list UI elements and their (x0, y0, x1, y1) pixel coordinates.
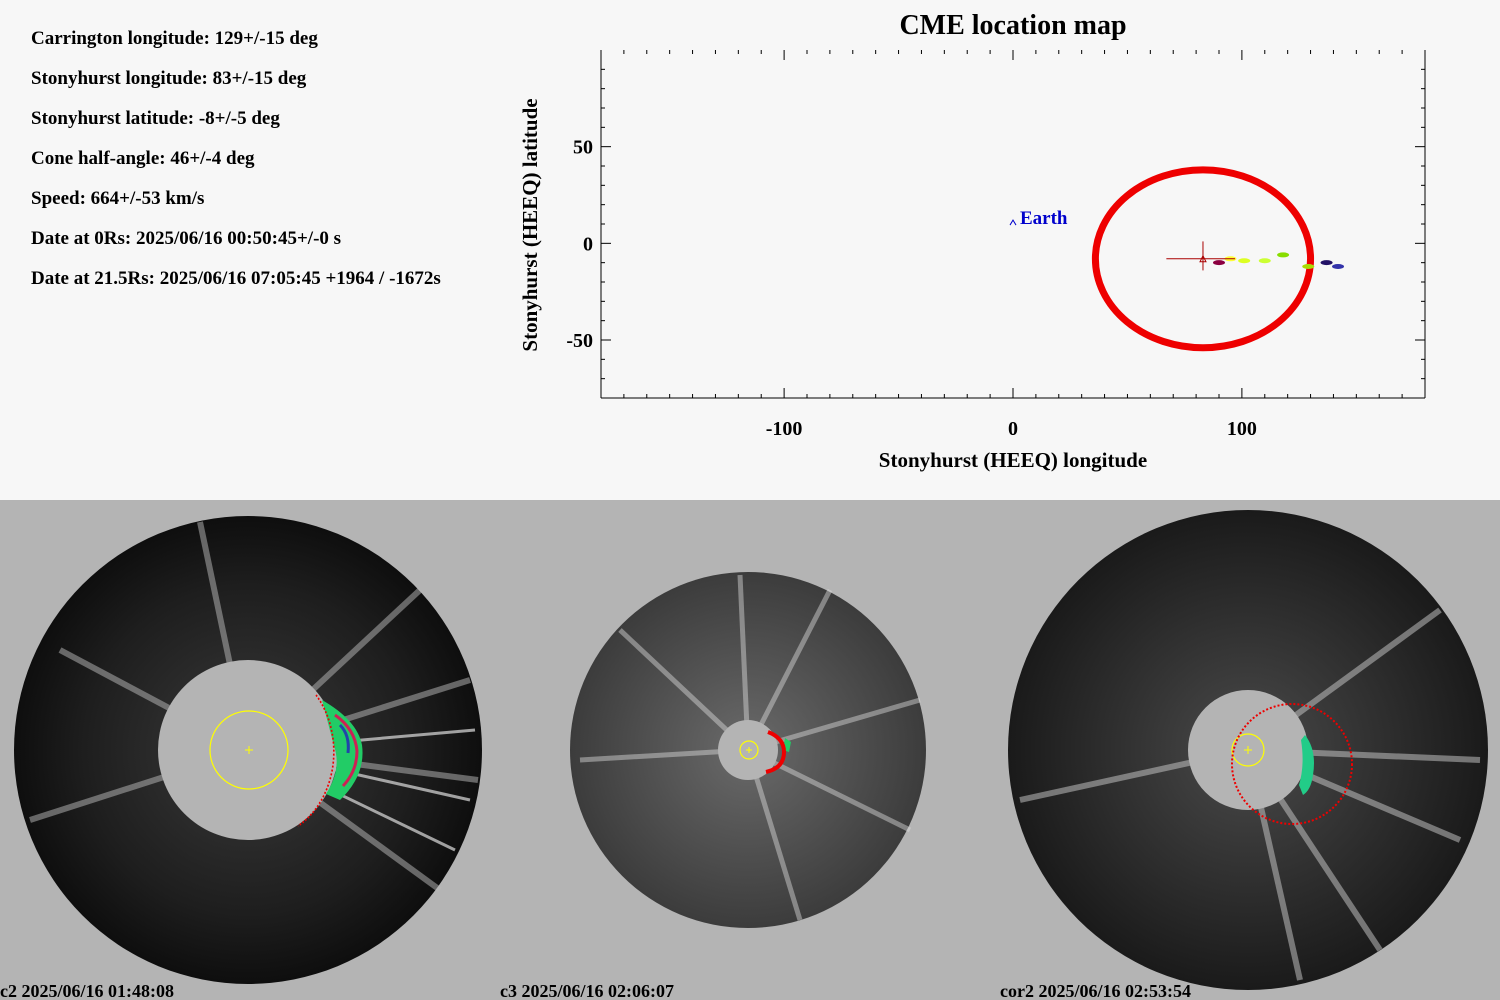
detection-point (1238, 258, 1251, 264)
detection-point (1277, 252, 1290, 258)
c3-coronagraph-panel: c3 2025/06/16 02:06:07 (500, 500, 1000, 1000)
stonyhurst-latitude-text: Stonyhurst latitude: -8+/-5 deg (31, 108, 280, 129)
coronagraph-panels: c2 2025/06/16 01:48:08 (0, 500, 1500, 1000)
detection-point (1332, 264, 1345, 270)
c2-coronagraph-panel: c2 2025/06/16 01:48:08 (0, 500, 500, 1000)
plot-axes: -100 0 100 50 0 -50 (566, 50, 1426, 440)
x-axis-label: Stonyhurst (HEEQ) longitude (879, 448, 1147, 472)
y-tick-label: -50 (566, 330, 593, 352)
x-tick-label: 100 (1227, 418, 1257, 440)
detection-point (1213, 260, 1225, 266)
cone-half-angle-text: Cone half-angle: 46+/-4 deg (31, 148, 255, 169)
detection-point (1320, 260, 1333, 266)
x-tick-label: 0 (1008, 418, 1018, 440)
cor2-coronagraph-image (1008, 510, 1488, 990)
carrington-longitude-text: Carrington longitude: 129+/-15 deg (31, 28, 318, 49)
cor2-panel-label: cor2 2025/06/16 02:53:54 (1000, 981, 1191, 1000)
cme-location-map: CME location map -100 0 100 50 0 -50 Earth St… (518, 10, 1426, 472)
cme-center-marker (1199, 254, 1207, 263)
cor2-coronagraph-panel: cor2 2025/06/16 02:53:54 (1000, 500, 1500, 1000)
chart-title: CME location map (899, 10, 1126, 41)
c2-coronagraph-image (14, 516, 482, 984)
date-at-21-5rs-text: Date at 21.5Rs: 2025/06/16 07:05:45 +196… (31, 268, 441, 289)
c3-coronagraph-image (570, 572, 926, 928)
y-tick-label: 0 (583, 233, 593, 255)
c2-panel-label: c2 2025/06/16 01:48:08 (0, 981, 174, 1000)
y-axis-label: Stonyhurst (HEEQ) latitude (518, 98, 542, 351)
c3-panel-label: c3 2025/06/16 02:06:07 (500, 981, 674, 1000)
stonyhurst-longitude-text: Stonyhurst longitude: 83+/-15 deg (31, 68, 307, 89)
x-tick-label: -100 (766, 418, 803, 440)
y-tick-label: 50 (573, 137, 593, 159)
earth-label: Earth (1020, 208, 1068, 229)
earth-marker (1009, 219, 1017, 226)
speed-text: Speed: 664+/-53 km/s (31, 188, 205, 209)
plot-marks: Earth (1009, 166, 1345, 352)
detection-point (1258, 258, 1271, 264)
date-at-0rs-text: Date at 0Rs: 2025/06/16 00:50:45+/-0 s (31, 228, 342, 249)
detection-point (1302, 264, 1315, 270)
cme-cone-outline (1091, 166, 1315, 352)
